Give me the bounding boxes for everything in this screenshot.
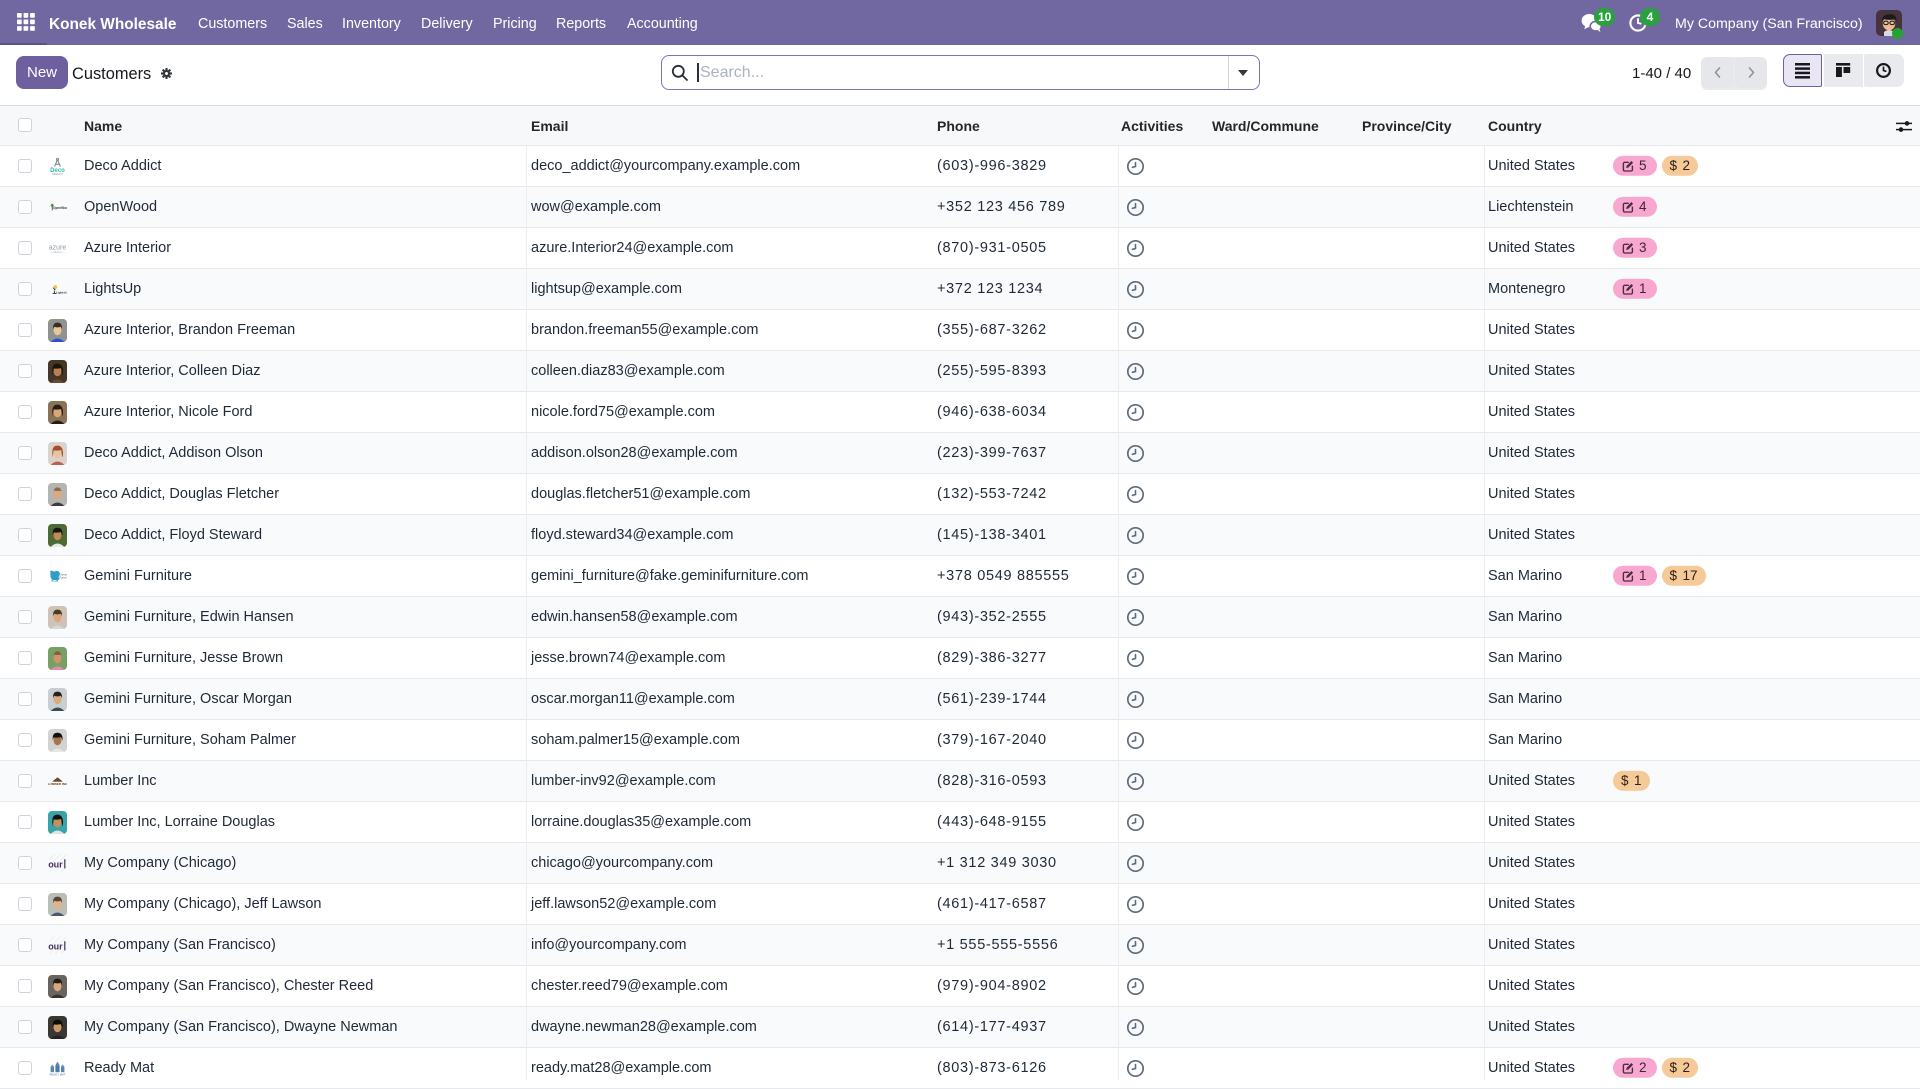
svg-text:Furnit: Furnit: [59, 575, 66, 579]
svg-text:azure: azure: [48, 244, 66, 251]
svg-text:our: our: [48, 859, 63, 869]
svg-text:Deco: Deco: [50, 168, 65, 174]
svg-text:READY MAT: READY MAT: [49, 1072, 65, 1076]
svg-text:ADDICT: ADDICT: [52, 172, 63, 176]
svg-text:our: our: [48, 941, 63, 951]
svg-text:LightsUp: LightsUp: [55, 290, 66, 294]
svg-text:Gemini: Gemini: [59, 572, 66, 576]
svg-text:OpenWood: OpenWood: [53, 205, 67, 209]
svg-text:—interior—: —interior—: [50, 249, 64, 253]
svg-text:LUMBER INC: LUMBER INC: [48, 782, 67, 786]
